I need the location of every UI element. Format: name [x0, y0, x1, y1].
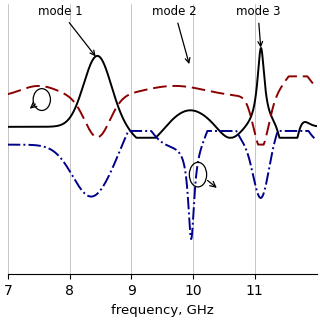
- Text: mode 2: mode 2: [152, 5, 197, 63]
- Text: mode 1: mode 1: [38, 5, 95, 55]
- X-axis label: frequency, GHz: frequency, GHz: [111, 304, 213, 316]
- Text: mode 3: mode 3: [236, 5, 280, 46]
